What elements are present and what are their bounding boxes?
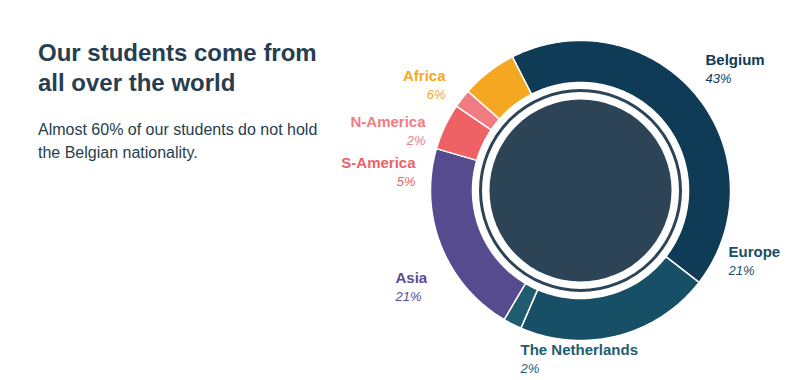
svg-text:Asia: Asia [396,269,428,286]
svg-text:43%: 43% [706,71,732,86]
svg-text:S-America: S-America [341,154,416,171]
svg-text:Belgium: Belgium [706,51,765,68]
svg-text:5%: 5% [397,174,416,189]
html-text:Almost 60% of our students do: Almost 60% of our students do not hold t… [38,121,318,161]
svg-text:6%: 6% [427,87,446,102]
svg-text:N-America: N-America [350,113,426,130]
svg-text:2%: 2% [406,133,426,148]
svg-text:Europe: Europe [729,243,781,260]
svg-text:The Netherlands: The Netherlands [521,341,639,358]
svg-text:Africa: Africa [403,67,446,84]
html-text:Our students come from all ove: Our students come from all over the worl… [38,39,317,96]
svg-text:2%: 2% [520,361,540,376]
svg-text:21%: 21% [728,263,755,278]
svg-text:21%: 21% [395,289,422,304]
